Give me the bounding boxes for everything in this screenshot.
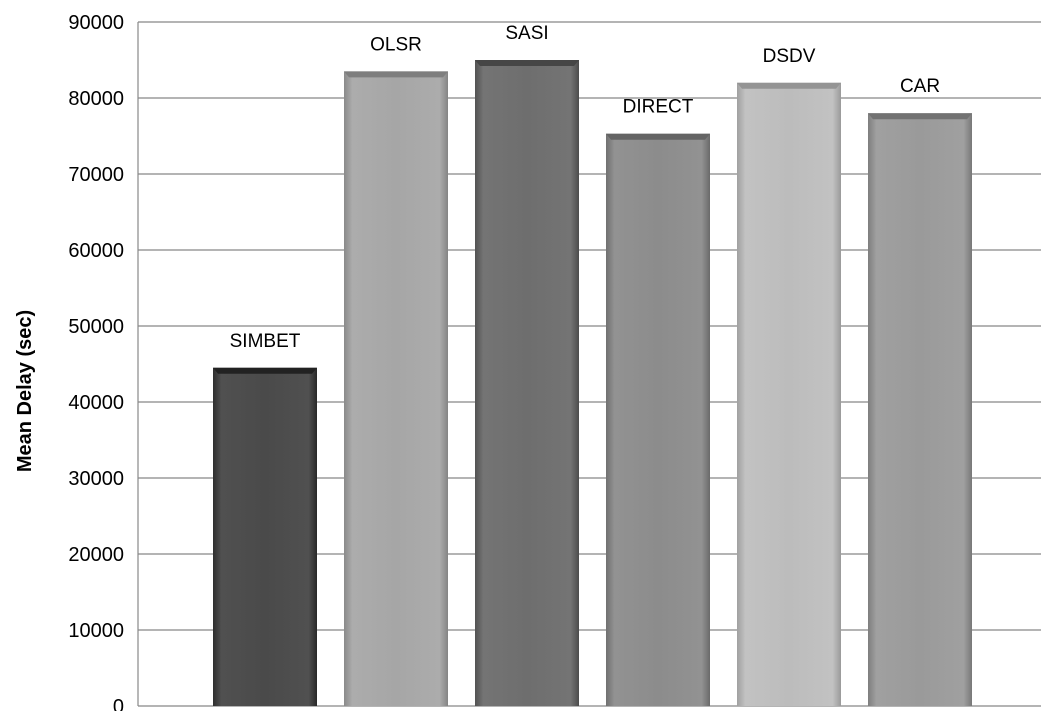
y-tick-label: 90000 [68,12,124,34]
y-tick-label: 40000 [68,392,124,414]
y-tick-label: 60000 [68,240,124,262]
y-tick-label: 80000 [68,88,124,110]
y-tick-label: 50000 [68,316,124,338]
bar-sasi [475,60,579,706]
bar-direct [606,133,710,707]
bar-car [868,113,972,706]
y-axis-ticks: 0 10000 20000 30000 40000 50000 60000 70000 8000… [68,12,124,711]
bar-label-car: CAR [900,76,940,97]
bar-body [868,113,972,706]
bar-cap [344,71,448,78]
bar-body [344,71,448,706]
y-tick-label: 0 [113,696,124,711]
bar-body [213,367,317,706]
bar-label-dsdv: DSDV [763,46,816,67]
bar-cap [475,60,579,66]
bar-cap [606,133,710,140]
bar-label-direct: DIRECT [623,97,694,118]
bar-cap [213,367,317,374]
bar-cap [868,113,972,120]
bar-body [737,82,841,707]
bar-dsdv [737,82,841,707]
bar-label-olsr: OLSR [370,34,422,55]
bar-olsr [344,71,448,706]
y-tick-label: 70000 [68,164,124,186]
bar-cap [737,82,841,89]
y-tick-label: 20000 [68,544,124,566]
y-axis-title: Mean Delay (sec) [14,310,36,472]
bar-simbet [213,367,317,706]
bar-body [606,133,710,707]
bar-label-sasi: SASI [505,23,548,44]
bar-body [475,60,579,706]
bar-label-simbet: SIMBET [230,331,301,352]
bars [213,60,972,707]
y-tick-label: 10000 [68,620,124,642]
y-tick-label: 30000 [68,468,124,490]
bar-labels: SIMBET OLSR SASI DIRECT DSDV CAR [230,23,940,352]
